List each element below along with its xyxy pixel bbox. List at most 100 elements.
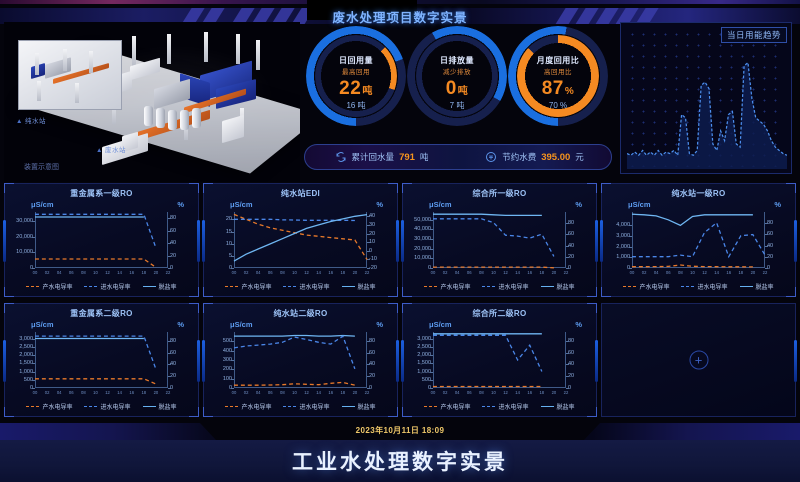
- legend-item[interactable]: 进水电导率: [482, 402, 529, 411]
- tick-mark: [32, 355, 35, 357]
- legend-item[interactable]: 产水电导率: [26, 402, 72, 411]
- x-tick: 08: [678, 270, 683, 275]
- chart-svg: [631, 213, 766, 268]
- header: 废水处理项目数字实景: [0, 0, 800, 30]
- chart-card-2[interactable]: 纯水站EDIμS/cm%05101520-20-1001020304000020…: [202, 183, 399, 297]
- legend-item[interactable]: 进水电导率: [482, 282, 529, 291]
- legend-swatch: [482, 286, 496, 287]
- stat-cumulative-return-water[interactable]: 累计回水量 791 吨: [305, 151, 458, 163]
- tick-mark: [765, 245, 768, 247]
- axis-right: [167, 212, 168, 268]
- legend-item[interactable]: 脱盐率: [540, 282, 575, 291]
- x-tick: 04: [255, 390, 261, 395]
- tick-mark: [430, 239, 433, 240]
- x-tick: 08: [280, 270, 285, 275]
- legend-item[interactable]: 进水电导率: [84, 402, 131, 411]
- y-axis-left-unit: μS/cm: [230, 320, 253, 329]
- y-axis-left-unit: μS/cm: [31, 200, 54, 209]
- legend-item[interactable]: 进水电导率: [84, 282, 131, 291]
- legend-item[interactable]: 产水电导率: [424, 402, 470, 411]
- legend-item[interactable]: 进水电导率: [283, 402, 330, 411]
- legend-item[interactable]: 产水电导率: [225, 402, 271, 411]
- legend-item[interactable]: 脱盐率: [739, 282, 774, 291]
- gauge-daily-reuse[interactable]: 日回用量 最高回用 22吨 16 吨: [306, 26, 406, 126]
- card-side-accent: [794, 220, 797, 262]
- legend-item[interactable]: 脱盐率: [142, 402, 177, 411]
- legend-item[interactable]: 脱盐率: [142, 282, 177, 291]
- gauge-secondary: 16 吨: [346, 100, 366, 110]
- chart-legend: 产水电导率 进水电导率 脱盐率: [5, 402, 198, 411]
- series-orange-dashed: [433, 266, 554, 269]
- footer-timestamp: 2023年10月11日 18:09: [355, 426, 445, 435]
- gauge-daily-discharge[interactable]: 日排放量 减少排放 0吨 7 吨: [407, 26, 507, 126]
- stat-water-fee-saving[interactable]: 节约水费 395.00 元: [458, 151, 611, 163]
- legend-swatch: [681, 286, 695, 287]
- tick-mark: [566, 376, 569, 378]
- x-tick: 22: [563, 270, 569, 275]
- tick-mark: [430, 229, 433, 231]
- legend-swatch: [540, 286, 554, 287]
- card-corner: [203, 303, 213, 313]
- y-tick-right: 20: [568, 253, 575, 260]
- x-tick: 22: [364, 270, 370, 275]
- empty-chart-slot[interactable]: +: [601, 303, 797, 417]
- add-chart-button[interactable]: +: [689, 350, 708, 370]
- legend-item[interactable]: 产水电导率: [424, 282, 470, 291]
- inset-detail-view[interactable]: [18, 40, 122, 110]
- tick-mark: [32, 379, 35, 381]
- y-tick-right: 0: [767, 265, 771, 271]
- chart-card-6[interactable]: 纯水站二级ROμS/cm%010020030040050002040608000…: [202, 303, 399, 417]
- y-axis-left-unit: μS/cm: [429, 200, 452, 209]
- gauge-sub-label: 最高回用: [342, 69, 370, 76]
- x-tick: 10: [292, 270, 297, 275]
- gauge-value-unit: %: [564, 85, 575, 97]
- gauge-value-number: 22: [339, 77, 362, 99]
- gauge-monthly-reuse-ratio[interactable]: 月度回用比 高回用比 87% 70 %: [508, 26, 608, 126]
- y-tick-left: 20: [225, 216, 232, 223]
- chart-card-3[interactable]: 综合所一级RO μS/cm% 0 10,000 20,000 30,000 40,000 50…: [401, 183, 598, 297]
- legend-item[interactable]: 脱盐率: [540, 402, 575, 411]
- energy-trend-panel[interactable]: 当日用能趋势: [620, 22, 792, 174]
- tick-mark: [231, 243, 234, 245]
- tick-mark: [367, 259, 370, 261]
- x-tick: 22: [364, 390, 370, 395]
- footer: 2023年10月11日 18:09 工业水处理数字实景: [0, 423, 800, 482]
- inset-post: [37, 81, 41, 101]
- equipment-tank: [192, 108, 201, 128]
- legend-item[interactable]: 产水电导率: [225, 282, 271, 291]
- y-tick-right: 20: [568, 373, 575, 380]
- scene-tag-pure-water[interactable]: ▲ 纯水站: [16, 118, 46, 125]
- y-tick-left: 3,000: [616, 232, 630, 239]
- x-tick: 06: [267, 390, 273, 395]
- card-corner: [402, 287, 412, 297]
- legend-item[interactable]: 脱盐率: [341, 282, 376, 291]
- chart-card-4[interactable]: 纯水站一级ROμS/cm%01,0002,0003,0004,000020406…: [600, 183, 797, 297]
- card-corner: [786, 183, 796, 193]
- y-tick-right: 40: [568, 242, 575, 249]
- y-axis-right-unit: %: [376, 200, 383, 209]
- scene-tag-waste-water[interactable]: ▲ 废水站: [96, 147, 126, 154]
- chart-legend: 产水电导率 进水电导率 脱盐率: [5, 282, 198, 291]
- x-tick: 04: [454, 270, 460, 275]
- axis-bottom: [234, 267, 367, 268]
- y-tick-left: 50,000: [414, 216, 431, 223]
- legend-item[interactable]: 脱盐率: [341, 402, 376, 411]
- legend-item[interactable]: 进水电导率: [681, 282, 728, 291]
- gauge-text: 月度回用比 高回用比 87% 70 %: [508, 57, 608, 110]
- axis-right: [366, 212, 367, 268]
- legend-item[interactable]: 进水电导率: [283, 282, 330, 291]
- x-tick: 00: [231, 270, 237, 275]
- chart-card-1[interactable]: 重金属系一级ROμS/cm%010,00020,00030,0000204060…: [3, 183, 200, 297]
- legend-item[interactable]: 产水电导率: [623, 282, 669, 291]
- tick-mark: [231, 360, 234, 361]
- footer-title-bar: 工业水处理数字实景: [0, 440, 800, 482]
- legend-swatch: [84, 406, 98, 407]
- plant-3d-scene[interactable]: ▲ 纯水站 ▲ 废水站 装置示意图: [4, 22, 300, 182]
- y-axis-left-unit: μS/cm: [31, 320, 54, 329]
- x-tick: 02: [442, 390, 448, 395]
- y-tick-left: 0: [229, 385, 232, 391]
- y-tick-left: 1,000: [417, 368, 431, 375]
- legend-item[interactable]: 产水电导率: [26, 282, 72, 291]
